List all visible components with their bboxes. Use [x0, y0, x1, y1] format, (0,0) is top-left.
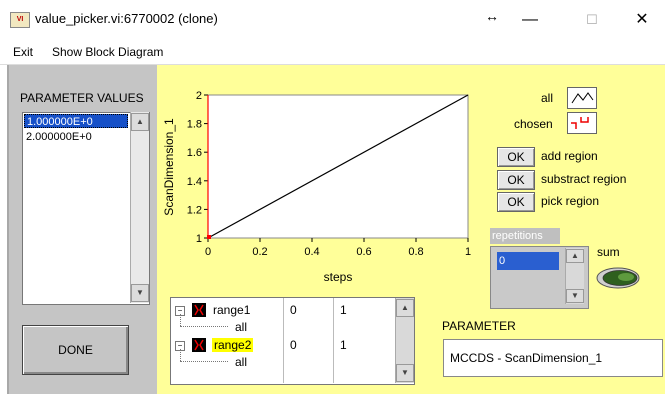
- x-tick-label: 0.8: [408, 246, 423, 258]
- title-bar: [0, 0, 665, 40]
- scroll-down-icon[interactable]: ▼: [566, 289, 584, 303]
- minimize-button[interactable]: —: [522, 11, 538, 28]
- substract-region-ok-button[interactable]: OK: [497, 170, 535, 190]
- add-region-label: add region: [541, 149, 598, 163]
- repetitions-scrollbar[interactable]: ▲ ▼: [565, 248, 584, 304]
- x-tick-label: 1: [465, 246, 471, 258]
- chosen-label: chosen: [514, 117, 553, 131]
- scroll-up-icon[interactable]: ▲: [131, 113, 149, 131]
- cursor-point[interactable]: [207, 235, 211, 239]
- sum-toggle-switch[interactable]: [596, 267, 640, 289]
- sum-label: sum: [597, 245, 620, 259]
- parameter-values-scrollbar[interactable]: ▲ ▼: [130, 112, 149, 303]
- y-tick-label: 1.6: [187, 147, 202, 159]
- scroll-down-icon[interactable]: ▼: [396, 364, 414, 382]
- range-icon: [192, 303, 206, 317]
- tree-connector: [180, 326, 228, 328]
- x-tick-label: 0.6: [356, 246, 371, 258]
- parameter-values-label: PARAMETER VALUES: [20, 91, 144, 105]
- scroll-up-icon[interactable]: ▲: [566, 249, 584, 263]
- labview-app-icon: VI: [10, 12, 30, 28]
- x-tick-label: 0.4: [304, 246, 319, 258]
- parameter-display: [443, 339, 663, 377]
- chosen-line-icon[interactable]: [567, 112, 597, 134]
- maximize-button[interactable]: ☐: [586, 12, 598, 27]
- list-item[interactable]: 1.000000E+0: [24, 114, 128, 128]
- menu-show-block-diagram[interactable]: Show Block Diagram: [52, 45, 164, 59]
- y-tick-label: 1: [196, 233, 202, 245]
- y-tick-label: 1.8: [187, 119, 202, 131]
- tree-connector: [180, 314, 182, 326]
- substract-region-label: substract region: [541, 172, 627, 186]
- tree-row-end: 1: [340, 303, 347, 317]
- y-tick-label: 1.2: [187, 204, 202, 216]
- x-tick-label: 0.2: [252, 246, 267, 258]
- tree-connector: [180, 349, 182, 361]
- add-region-ok-button[interactable]: OK: [497, 147, 535, 167]
- scroll-up-icon[interactable]: ▲: [396, 299, 414, 317]
- tree-row-sub[interactable]: all: [235, 355, 248, 369]
- repetitions-value[interactable]: 0: [497, 252, 559, 270]
- tree-row-start: 0: [290, 303, 297, 317]
- tree-row-start: 0: [290, 338, 297, 352]
- tree-row-sub[interactable]: all: [235, 320, 248, 334]
- line-chart: 1 1.2 1.4 1.6 1.8 2 0 0.2 0.4 0.6 0.8 1 steps Scan…: [162, 90, 471, 284]
- y-axis-label: ScanDimension_1: [162, 118, 176, 216]
- pick-region-ok-button[interactable]: OK: [497, 192, 535, 212]
- pick-region-label: pick region: [541, 194, 600, 208]
- parameter-label: PARAMETER: [442, 319, 516, 333]
- tree-row-name[interactable]: range1: [213, 303, 251, 317]
- close-button[interactable]: ✕: [635, 11, 649, 28]
- tree-row-end: 1: [340, 338, 347, 352]
- tree-row-name-highlighted[interactable]: range2: [212, 338, 254, 352]
- window-title: value_picker.vi:6770002 (clone): [35, 11, 218, 26]
- y-tick-label: 2: [196, 90, 202, 102]
- y-tick-label: 1.4: [187, 176, 202, 188]
- list-item[interactable]: 2.000000E+0: [26, 131, 92, 143]
- tree-scrollbar[interactable]: ▲ ▼: [395, 298, 414, 383]
- parameter-values-list[interactable]: [22, 112, 150, 305]
- tree-connector: [180, 361, 228, 363]
- x-axis-label: steps: [324, 270, 353, 284]
- menu-bar: [0, 40, 665, 65]
- x-tick-label: 0: [205, 246, 211, 258]
- menu-exit[interactable]: Exit: [13, 45, 34, 59]
- all-line-icon[interactable]: [567, 87, 597, 109]
- resize-arrows-icon: ↔: [485, 8, 499, 24]
- series-line: [207, 94, 469, 239]
- done-button[interactable]: DONE: [22, 325, 129, 375]
- scroll-down-icon[interactable]: ▼: [131, 284, 149, 302]
- range-icon: [192, 338, 206, 352]
- parameter-value: MCCDS - ScanDimension_1: [450, 351, 603, 365]
- tree-column-divider: [283, 298, 284, 383]
- all-label: all: [541, 91, 554, 105]
- range-tree[interactable]: [170, 297, 415, 385]
- repetitions-label: repetitions: [490, 228, 560, 244]
- tree-column-divider: [333, 298, 334, 383]
